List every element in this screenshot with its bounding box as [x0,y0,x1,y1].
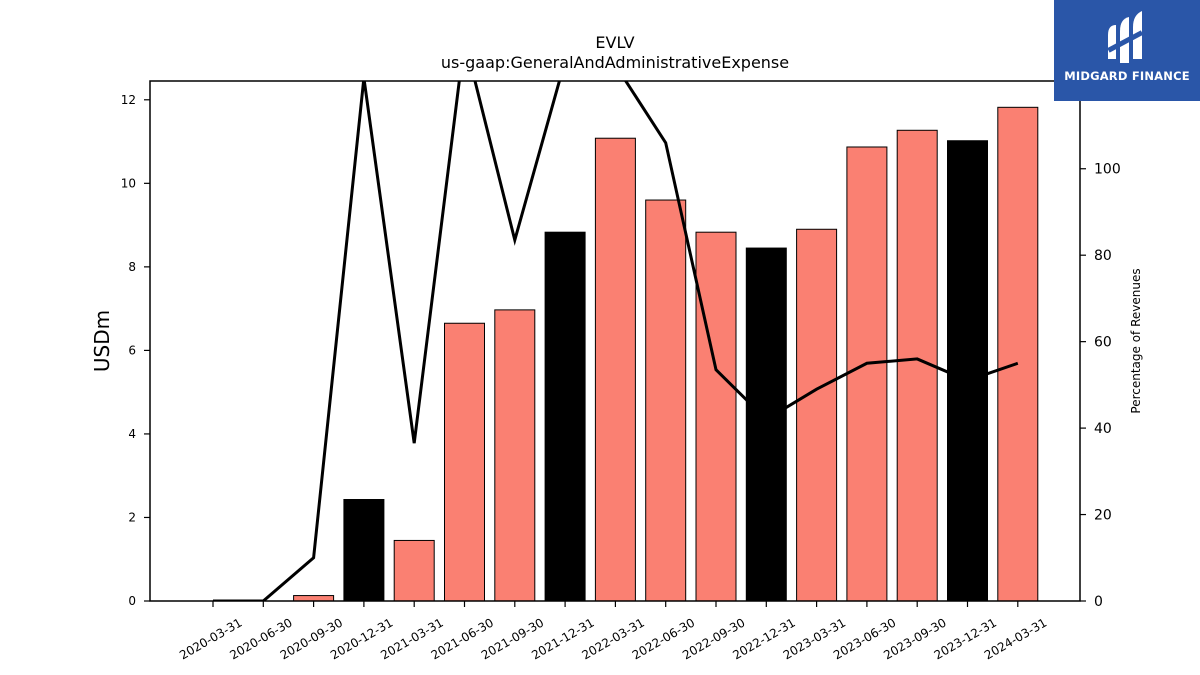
line-series-group [213,81,1019,601]
bar-2021-03-31 [393,539,435,601]
y-tick-label: 6 [128,343,136,357]
bar-2022-12-31 [745,247,787,601]
y2-tick-label: 0 [1094,594,1103,610]
y-tick-label: 12 [121,93,136,107]
bar-2023-12-31 [947,140,988,601]
y2-tick-label: 80 [1094,248,1112,264]
y2-tick-label: 20 [1094,508,1112,524]
y-tick-label: 2 [128,510,136,524]
y-axis-label: USDm [90,310,114,372]
y2-axis-label: Percentage of Revenues [1129,268,1143,413]
y2-tick-label: 60 [1094,335,1112,351]
bar-2020-09-30 [293,595,335,601]
bar-series [293,106,1039,601]
brand-name: MIDGARD FINANCE [1064,69,1190,83]
bar-2022-03-31 [594,137,636,601]
y-tick-label: 4 [128,427,136,441]
chart-subtitle: us-gaap:GeneralAndAdministrativeExpense [441,53,789,72]
y-tick-label: 8 [128,260,136,274]
percentage-line [213,81,1019,601]
bar-2022-09-30 [695,231,737,601]
bar-2022-06-30 [645,199,687,601]
bar-2021-06-30 [444,322,485,601]
bar-2023-03-31 [796,228,838,601]
bar-2024-03-31 [997,106,1039,601]
y-axis-right: 0 20 40 60 80 100 [1080,162,1121,610]
y2-tick-label: 40 [1094,421,1112,437]
bar-2020-12-31 [343,499,385,601]
y-tick-label: 0 [128,594,136,608]
y-tick-label: 10 [121,176,136,190]
brand-logo: MIDGARD FINANCE [1054,0,1200,101]
x-axis: 2020-03-312020-06-302020-09-302020-12-31… [177,601,1049,662]
y-axis-left: 0 2 4 6 8 10 12 [121,93,150,608]
y2-tick-label: 100 [1094,162,1121,178]
bar-2021-09-30 [494,309,536,601]
midgard-logo-icon [1107,11,1144,63]
chart-title: EVLV [595,33,634,52]
bar-2023-06-30 [846,146,888,601]
bar-2021-12-31 [544,231,586,601]
